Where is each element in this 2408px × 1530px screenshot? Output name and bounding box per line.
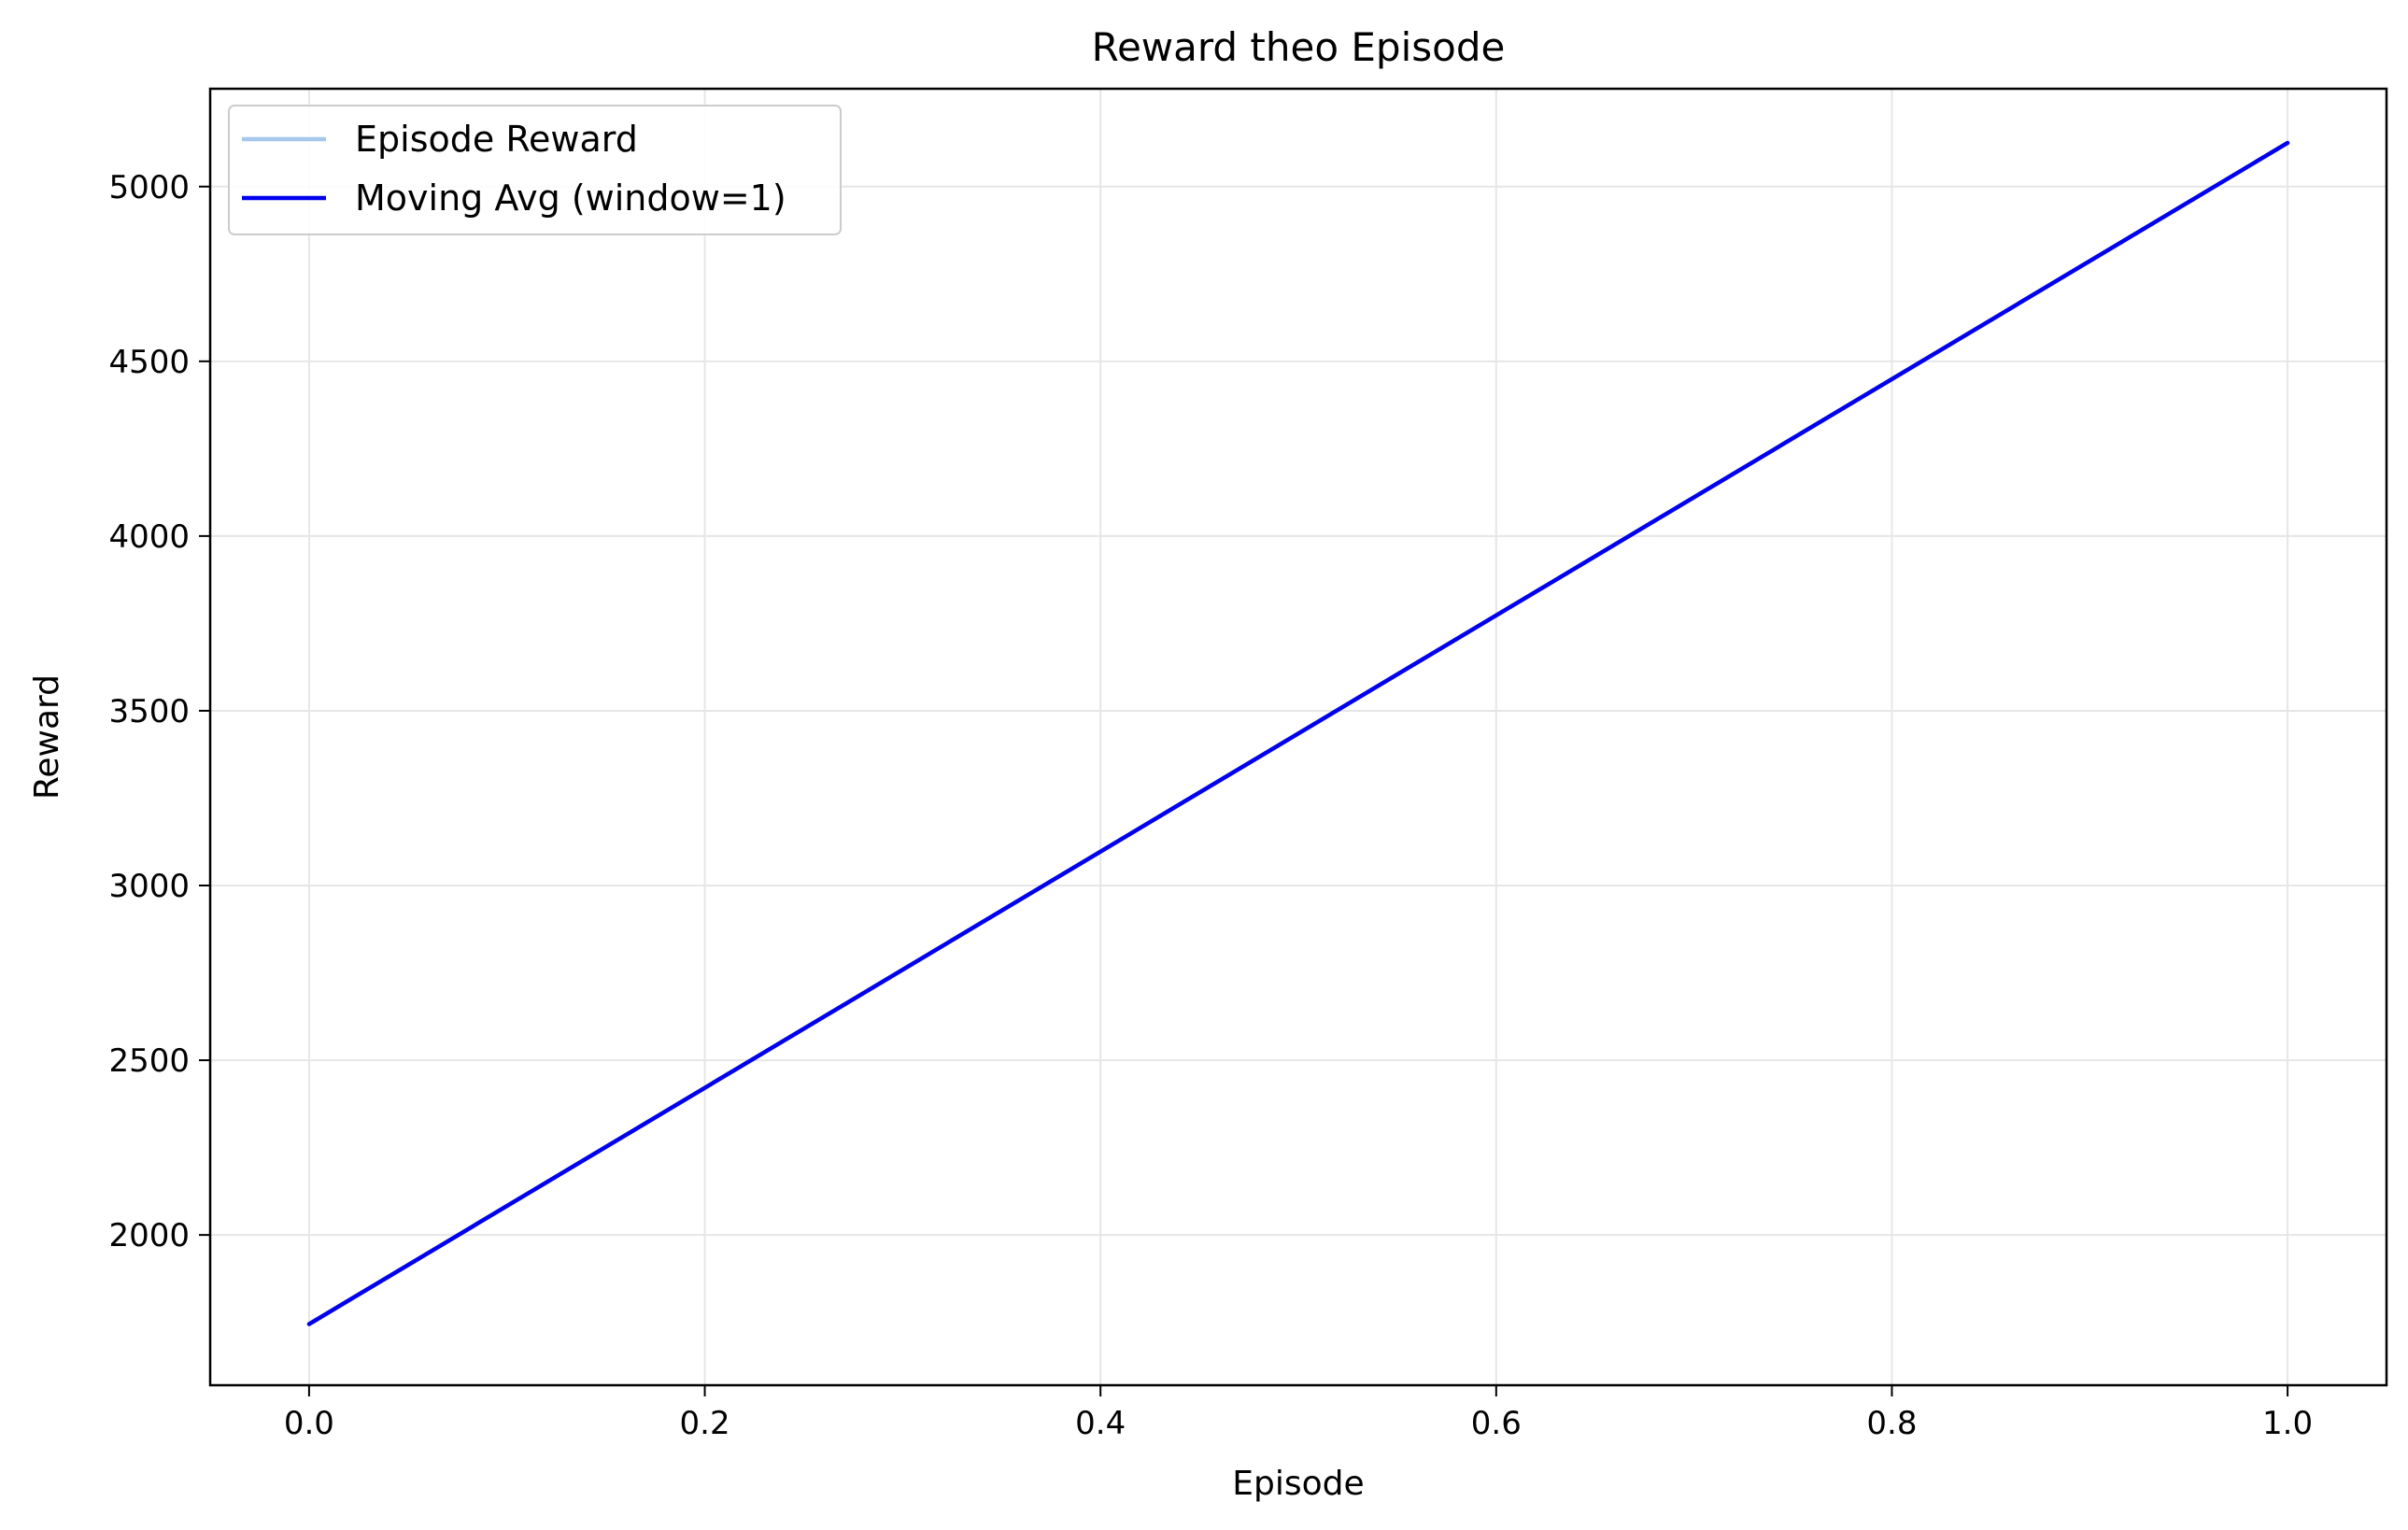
legend: Episode Reward Moving Avg (window=1) — [228, 105, 842, 235]
y-tick-label: 3000 — [108, 868, 190, 905]
x-tick-label: 0.2 — [680, 1405, 730, 1442]
series-layer — [306, 140, 2290, 1326]
series-line-moving-avg — [306, 140, 2290, 1326]
y-tick-label: 4500 — [108, 344, 190, 381]
legend-label-0: Episode Reward — [355, 119, 638, 160]
y-tick-label: 2000 — [108, 1217, 190, 1254]
y-tick-label: 3500 — [108, 693, 190, 730]
y-tick-label: 5000 — [108, 169, 190, 206]
x-axis-label: Episode — [1232, 1465, 1364, 1503]
y-axis-ticks: 2000 2500 3000 3500 4000 4500 5000 — [108, 169, 210, 1254]
y-tick-label: 4000 — [108, 518, 190, 556]
grid — [210, 89, 2387, 1385]
x-tick-label: 1.0 — [2262, 1405, 2313, 1442]
y-axis-label: Reward — [28, 674, 66, 800]
x-tick-label: 0.4 — [1075, 1405, 1126, 1442]
x-tick-label: 0.8 — [1866, 1405, 1917, 1442]
x-tick-label: 0.0 — [284, 1405, 334, 1442]
plot-frame — [208, 87, 2388, 1387]
x-tick-label: 0.6 — [1471, 1405, 1522, 1442]
x-axis-ticks: 0.0 0.2 0.4 0.6 0.8 1.0 — [284, 1385, 2313, 1442]
legend-box — [228, 105, 842, 235]
legend-label-1: Moving Avg (window=1) — [355, 177, 786, 219]
y-tick-label: 2500 — [108, 1042, 190, 1080]
chart-title: Reward theo Episode — [1092, 24, 1506, 70]
